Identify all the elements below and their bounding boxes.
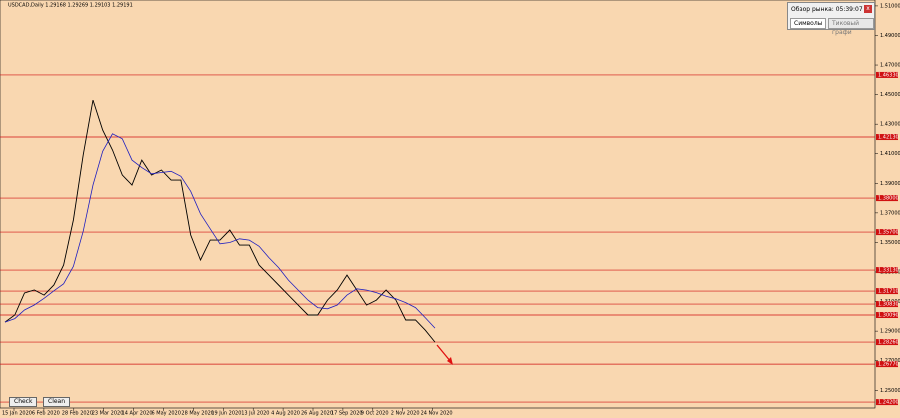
price-label: 1.37000	[880, 210, 900, 216]
moving-average	[4, 133, 436, 329]
tab[interactable]: Символы	[790, 18, 827, 29]
trend-arrow	[436, 344, 452, 363]
level-tag	[876, 229, 898, 236]
level-tag	[876, 312, 898, 319]
price-label: 1.41000	[880, 151, 900, 157]
level-label: 1.24200	[878, 400, 899, 406]
date-label: 17 Sep 2020	[331, 411, 363, 417]
level-label: 1.31710	[878, 289, 899, 295]
price-label: 1.35000	[880, 240, 900, 246]
level-label: 1.30090	[878, 313, 899, 319]
date-label: 9 Oct 2020	[361, 411, 389, 417]
plot-frame	[0, 0, 876, 409]
level-tag	[876, 288, 898, 295]
date-label: 15 Jan 2020	[2, 411, 32, 417]
date-label: 24 Nov 2020	[421, 411, 453, 417]
level-label: 1.33130	[878, 268, 899, 274]
level-tag	[876, 399, 898, 406]
date-label: 28 Feb 2020	[62, 411, 93, 417]
price-label: 1.49000	[880, 33, 900, 39]
price-label: 1.43000	[880, 122, 900, 128]
date-label: 2 Nov 2020	[391, 411, 420, 417]
price-label: 1.51000	[880, 3, 900, 9]
level-label: 1.26770	[878, 362, 899, 368]
level-tag	[876, 301, 898, 308]
date-label: 14 Apr 2020	[122, 411, 153, 417]
price-line	[4, 99, 436, 343]
price-label: 1.47000	[880, 63, 900, 69]
date-label: 28 May 2020	[181, 411, 214, 417]
level-tag	[876, 71, 898, 78]
level-tag	[876, 195, 898, 202]
date-label: 13 Jul 2020	[241, 411, 269, 417]
close-button[interactable]: x	[864, 5, 872, 13]
date-label: 23 Mar 2020	[92, 411, 124, 417]
level-label: 1.28260	[878, 340, 899, 346]
level-tag	[876, 361, 898, 368]
level-tag	[876, 339, 898, 346]
date-label: 6 Feb 2020	[32, 411, 60, 417]
level-label: 1.42130	[878, 135, 899, 141]
date-label: 19 Jun 2020	[211, 411, 241, 417]
panel-title: Обзор рынка: 05:39:07	[791, 6, 863, 13]
tab[interactable]: Тиковый графи	[828, 18, 874, 36]
level-tag	[876, 134, 898, 141]
date-label: 6 May 2020	[152, 411, 181, 417]
check-button[interactable]: Check	[9, 397, 38, 407]
arrow-head	[447, 357, 453, 365]
price-label: 1.25000	[880, 388, 900, 394]
level-label: 1.38000	[878, 196, 899, 202]
date-label: 26 Aug 2020	[301, 411, 333, 417]
level-tag	[876, 267, 898, 274]
chart-header: USDCAD,Daily 1.29168 1.29269 1.29103 1.2…	[8, 3, 133, 9]
level-label: 1.35700	[878, 230, 899, 236]
level-label: 1.46330	[878, 72, 899, 78]
clean-button[interactable]: Clean	[43, 397, 71, 407]
level-label: 1.30830	[878, 302, 899, 308]
price-label: 1.29000	[880, 329, 900, 335]
price-label: 1.39000	[880, 181, 900, 187]
market-watch: Обзор рынка: 05:39:07 x Символы Тиковый …	[787, 2, 875, 36]
price-label: 1.45000	[880, 92, 900, 98]
date-label: 4 Aug 2020	[271, 411, 300, 417]
